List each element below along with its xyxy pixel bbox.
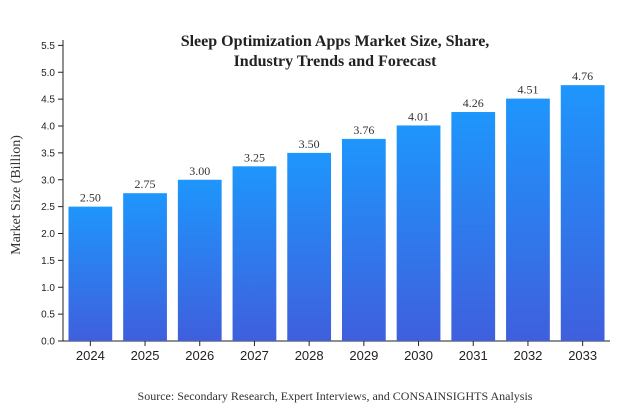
y-tick-label: 3.5 bbox=[41, 148, 55, 159]
bar bbox=[341, 138, 386, 341]
bar-value-label: 3.76 bbox=[353, 123, 374, 137]
y-tick-label: 4.5 bbox=[41, 95, 55, 106]
bar-value-label: 4.01 bbox=[408, 109, 429, 123]
x-tick-label: 2029 bbox=[349, 348, 378, 363]
bar bbox=[287, 152, 332, 341]
y-tick-label: 0.0 bbox=[41, 337, 55, 348]
bar-value-label: 3.50 bbox=[299, 137, 320, 151]
x-tick-label: 2031 bbox=[459, 348, 488, 363]
y-axis-label: Market Size (Billion) bbox=[9, 135, 24, 255]
bar-series bbox=[68, 85, 605, 342]
x-tick-label: 2026 bbox=[185, 348, 214, 363]
bar-value-label: 4.76 bbox=[572, 69, 593, 83]
x-axis: 2024 2025 2026 2027 2028 2029 2030 2031 2032 2033 bbox=[63, 340, 610, 363]
y-tick-label: 5.5 bbox=[41, 41, 55, 52]
bar bbox=[232, 166, 277, 341]
bar bbox=[68, 206, 113, 341]
bar bbox=[451, 112, 496, 342]
bar bbox=[177, 179, 222, 341]
bar bbox=[506, 98, 550, 342]
chart-title-line-2: Industry Trends and Forecast bbox=[234, 53, 438, 70]
bar-value-label: 2.50 bbox=[80, 191, 101, 205]
x-tick-label: 2024 bbox=[76, 348, 105, 363]
y-tick-label: 2.5 bbox=[41, 202, 55, 213]
bar-value-label: 4.51 bbox=[517, 83, 538, 97]
chart-title-line-1: Sleep Optimization Apps Market Size, Sha… bbox=[181, 33, 490, 50]
bar bbox=[396, 125, 441, 342]
source-note: Source: Secondary Research, Expert Inter… bbox=[138, 389, 533, 403]
bar-value-label: 4.26 bbox=[463, 96, 484, 110]
x-tick-label: 2028 bbox=[295, 348, 324, 363]
y-tick-label: 4.0 bbox=[41, 122, 55, 133]
y-tick-label: 3.0 bbox=[41, 175, 55, 186]
x-tick-label: 2025 bbox=[131, 348, 160, 363]
x-tick-label: 2033 bbox=[568, 348, 597, 363]
y-tick-label: 1.0 bbox=[41, 283, 55, 294]
y-tick-label: 0.5 bbox=[41, 310, 55, 321]
chart-title: Sleep Optimization Apps Market Size, Sha… bbox=[181, 33, 490, 70]
bar-value-label: 3.00 bbox=[189, 164, 210, 178]
x-tick-label: 2027 bbox=[240, 348, 269, 363]
bar-value-label: 3.25 bbox=[244, 150, 265, 164]
y-tick-label: 1.5 bbox=[41, 256, 55, 267]
bar bbox=[123, 193, 167, 341]
data-labels: 2.50 2.75 3.00 3.25 3.50 3.76 4.01 4.26 4.51 4.76 bbox=[80, 69, 593, 204]
y-tick-label: 5.0 bbox=[41, 68, 55, 79]
y-axis: 0.0 0.5 1.0 1.5 2.0 2.5 3.0 3.5 4.0 4.5 5.0 5.5 bbox=[41, 40, 64, 348]
bar bbox=[560, 85, 605, 342]
y-tick-label: 2.0 bbox=[41, 229, 55, 240]
bar-value-label: 2.75 bbox=[135, 177, 156, 191]
x-tick-label: 2032 bbox=[513, 348, 542, 363]
x-tick-label: 2030 bbox=[404, 348, 433, 363]
